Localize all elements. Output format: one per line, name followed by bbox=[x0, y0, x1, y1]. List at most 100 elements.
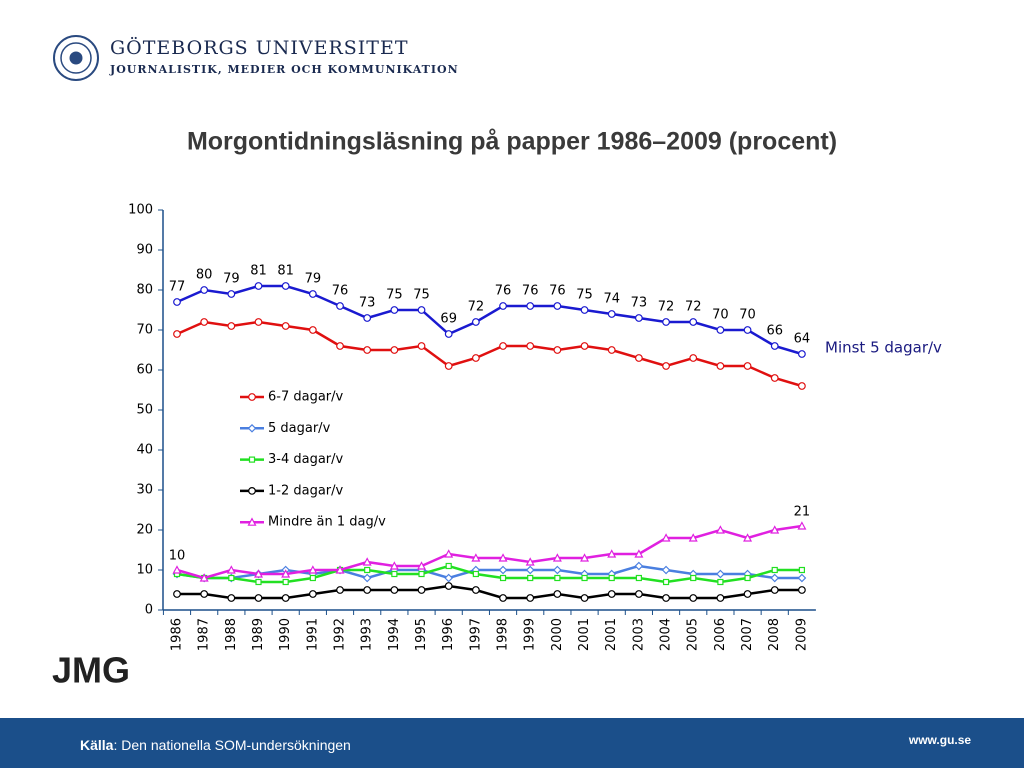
point bbox=[715, 525, 725, 534]
y-tick-label: 70 bbox=[136, 323, 153, 338]
point bbox=[553, 590, 562, 598]
x-tick-label: 1988 bbox=[224, 618, 239, 651]
point bbox=[308, 290, 317, 298]
point bbox=[553, 346, 562, 354]
data-label: 74 bbox=[603, 292, 620, 307]
legend-label: 5 dagar/v bbox=[268, 421, 331, 436]
url: www.gu.se bbox=[908, 733, 972, 747]
x-tick-label: 1998 bbox=[496, 618, 511, 651]
point bbox=[770, 525, 780, 534]
data-label: 81 bbox=[277, 264, 294, 279]
x-tick-label: 2003 bbox=[631, 618, 646, 651]
point bbox=[390, 346, 399, 354]
point bbox=[254, 569, 264, 578]
series-line bbox=[176, 284, 803, 356]
x-tick-label: 2004 bbox=[659, 618, 674, 651]
y-tick-label: 40 bbox=[136, 443, 153, 458]
point bbox=[499, 594, 507, 602]
data-label: 80 bbox=[196, 268, 213, 283]
chart-title: Morgontidningsläsning på papper 1986–200… bbox=[187, 128, 837, 156]
point bbox=[471, 553, 481, 562]
point bbox=[281, 569, 291, 578]
data-label: 72 bbox=[685, 300, 702, 315]
x-tick-label: 1987 bbox=[197, 618, 212, 651]
point bbox=[172, 565, 182, 574]
point bbox=[227, 322, 236, 330]
y-tick-label: 20 bbox=[136, 523, 153, 538]
data-label: 81 bbox=[250, 264, 267, 279]
y-tick-label: 30 bbox=[136, 483, 153, 498]
x-tick-label: 1993 bbox=[360, 618, 375, 651]
point bbox=[471, 586, 480, 594]
point bbox=[634, 549, 644, 558]
point bbox=[661, 533, 671, 542]
point bbox=[226, 565, 236, 574]
point bbox=[770, 573, 780, 583]
x-tick-label: 1990 bbox=[278, 618, 293, 651]
point bbox=[444, 362, 453, 370]
point bbox=[716, 594, 725, 602]
point bbox=[662, 578, 670, 586]
x-tick-label: 2006 bbox=[713, 618, 728, 651]
point bbox=[308, 565, 318, 574]
point bbox=[797, 573, 807, 583]
data-label: 76 bbox=[495, 284, 512, 299]
point bbox=[472, 570, 479, 578]
point bbox=[634, 561, 644, 571]
point bbox=[173, 298, 181, 306]
point bbox=[607, 549, 617, 558]
y-tick-label: 0 bbox=[145, 603, 153, 618]
point bbox=[173, 330, 181, 338]
point bbox=[499, 302, 507, 310]
data-label: 76 bbox=[549, 284, 566, 299]
point bbox=[607, 346, 616, 354]
data-label: 21 bbox=[794, 505, 811, 520]
point bbox=[227, 290, 236, 298]
x-tick-label: 2008 bbox=[767, 618, 782, 651]
point bbox=[797, 521, 807, 530]
point bbox=[770, 586, 779, 594]
point bbox=[336, 302, 344, 310]
point bbox=[607, 590, 616, 598]
x-tick-label: 2005 bbox=[686, 618, 701, 651]
data-label: 70 bbox=[712, 308, 729, 323]
point bbox=[254, 318, 263, 326]
point bbox=[635, 574, 642, 582]
x-tick-label: 1992 bbox=[333, 618, 348, 651]
data-label: 64 bbox=[794, 332, 811, 347]
point bbox=[607, 310, 616, 318]
source: Källa: Den nationella SOM-undersökningen bbox=[80, 737, 351, 753]
point bbox=[662, 318, 670, 326]
point bbox=[499, 342, 507, 350]
point bbox=[526, 302, 535, 310]
point bbox=[690, 574, 697, 582]
point bbox=[771, 566, 778, 574]
data-label: 72 bbox=[468, 300, 485, 315]
point bbox=[717, 578, 724, 586]
point bbox=[363, 346, 372, 354]
point bbox=[362, 573, 372, 583]
point bbox=[689, 318, 698, 326]
footer-bar bbox=[0, 718, 1024, 768]
point bbox=[770, 374, 779, 382]
point bbox=[281, 282, 290, 290]
point bbox=[553, 302, 562, 310]
point bbox=[200, 286, 209, 294]
point bbox=[634, 354, 643, 362]
point bbox=[281, 594, 290, 602]
point bbox=[525, 565, 535, 575]
data-label: 73 bbox=[359, 296, 376, 311]
point bbox=[308, 326, 317, 334]
source-label: Källa bbox=[80, 737, 114, 753]
legend-label: 6-7 dagar/v bbox=[268, 390, 344, 405]
point bbox=[248, 456, 256, 463]
point bbox=[336, 586, 344, 594]
y-tick-label: 80 bbox=[136, 283, 153, 298]
point bbox=[362, 557, 372, 566]
point bbox=[498, 565, 508, 575]
legend-label: 1-2 dagar/v bbox=[268, 483, 344, 498]
point bbox=[445, 562, 452, 570]
point bbox=[254, 594, 263, 602]
point bbox=[390, 306, 399, 314]
